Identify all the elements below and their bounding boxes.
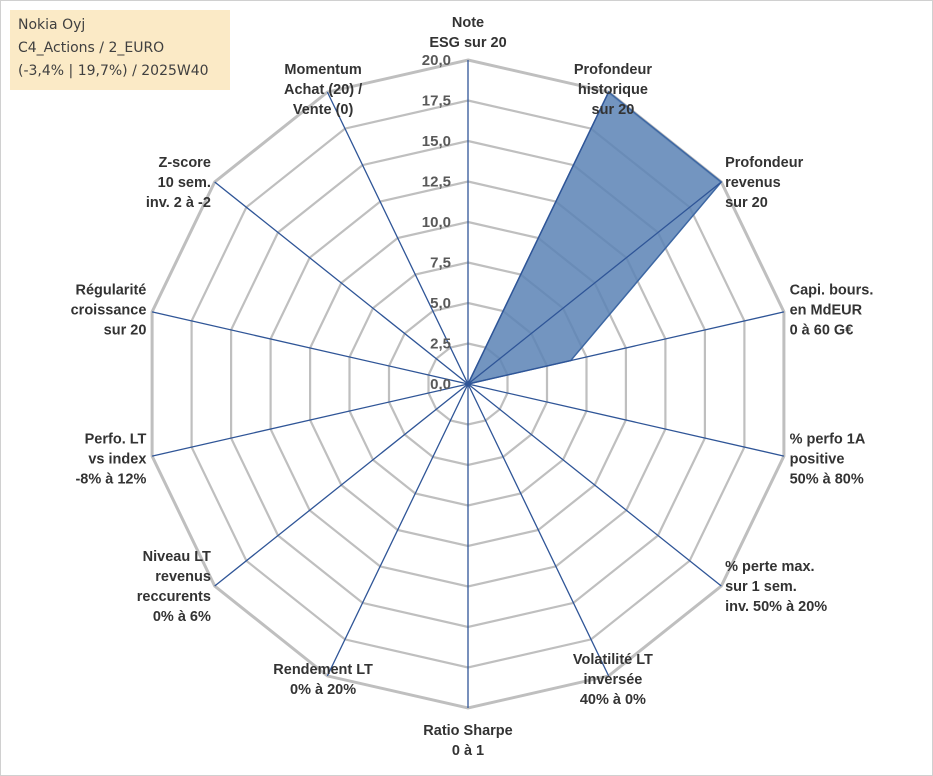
axis-label-8-line-1: 0% à 20% bbox=[290, 682, 356, 698]
axis-label-6-line-0: Volatilité LT bbox=[573, 652, 653, 668]
tick-label-2: 5,0 bbox=[430, 295, 451, 312]
axis-spoke-11 bbox=[151, 311, 469, 385]
axis-label-1-line-1: historique bbox=[578, 82, 648, 98]
axis-spoke-10 bbox=[151, 383, 469, 457]
tick-label-3: 7,5 bbox=[430, 255, 451, 272]
axis-label-2-line-2: sur 20 bbox=[725, 195, 768, 211]
axis-spoke-9 bbox=[214, 383, 469, 587]
axis-label-4: % perfo 1A positive 50% à 80% bbox=[790, 431, 866, 487]
axis-label-9-line-3: 0% à 6% bbox=[153, 609, 211, 625]
axis-label-3-line-1: en MdEUR bbox=[790, 303, 863, 319]
company-name: Nokia Oyj bbox=[18, 17, 86, 33]
category-label: C4_Actions / 2_EURO bbox=[18, 40, 165, 56]
axis-label-4-line-2: 50% à 80% bbox=[790, 471, 864, 487]
axis-label-13-line-0: Momentum bbox=[284, 62, 361, 78]
axis-label-12-line-2: inv. 2 à -2 bbox=[146, 195, 211, 211]
axis-spoke-12 bbox=[214, 181, 469, 385]
axis-label-3: Capi. bours. en MdEUR 0 à 60 G€ bbox=[790, 283, 874, 339]
tick-label-7: 17,5 bbox=[422, 93, 451, 110]
axis-label-7-line-1: 0 à 1 bbox=[452, 743, 484, 759]
tick-label-5: 12,5 bbox=[422, 174, 451, 191]
axis-label-6: Volatilité LT inversée 40% à 0% bbox=[573, 652, 653, 708]
tick-label-6: 15,0 bbox=[422, 133, 451, 150]
axis-label-9-line-0: Niveau LT bbox=[143, 549, 211, 565]
axis-label-4-line-1: positive bbox=[790, 451, 845, 467]
axis-spoke-4 bbox=[467, 383, 785, 457]
axis-label-5-line-1: sur 1 sem. bbox=[725, 579, 797, 595]
axis-label-13: Momentum Achat (20) / Vente (0) bbox=[284, 62, 362, 118]
axis-label-13-line-2: Vente (0) bbox=[293, 102, 354, 118]
axis-label-7-line-0: Ratio Sharpe bbox=[423, 723, 512, 739]
axis-label-11: Régularité croissance sur 20 bbox=[71, 283, 147, 339]
axis-label-13-line-1: Achat (20) / bbox=[284, 82, 362, 98]
axis-label-12-line-0: Z-score bbox=[159, 155, 211, 171]
axis-label-10-line-1: vs index bbox=[88, 451, 146, 467]
axis-spoke-1 bbox=[467, 91, 610, 385]
axis-label-2-line-0: Profondeur bbox=[725, 155, 803, 171]
axis-label-5: % perte max. sur 1 sem. inv. 50% à 20% bbox=[725, 559, 827, 615]
tick-label-1: 2,5 bbox=[430, 336, 451, 353]
axis-label-6-line-2: 40% à 0% bbox=[580, 692, 646, 708]
performance-summary: (-3,4% | 19,7%) / 2025W40 bbox=[18, 63, 209, 79]
axis-label-0-line-1: ESG sur 20 bbox=[429, 35, 506, 51]
axis-label-10-line-2: -8% à 12% bbox=[75, 471, 146, 487]
tick-label-4: 10,0 bbox=[422, 214, 451, 231]
axis-label-1-line-2: sur 20 bbox=[592, 102, 635, 118]
axis-label-12-line-1: 10 sem. bbox=[158, 175, 211, 191]
axis-label-5-line-0: % perte max. bbox=[725, 559, 814, 575]
series-area-0 bbox=[466, 90, 723, 386]
axis-label-9: Niveau LT revenus reccurents 0% à 6% bbox=[137, 549, 211, 625]
axis-label-8-line-0: Rendement LT bbox=[273, 662, 373, 678]
axis-label-5-line-2: inv. 50% à 20% bbox=[725, 599, 827, 615]
axis-label-12: Z-score 10 sem. inv. 2 à -2 bbox=[146, 155, 211, 211]
axis-spoke-3 bbox=[467, 311, 785, 385]
axis-label-0: Note ESG sur 20 bbox=[429, 15, 506, 51]
axis-label-7: Ratio Sharpe 0 à 1 bbox=[423, 723, 512, 759]
axis-label-6-line-1: inversée bbox=[583, 672, 642, 688]
axis-label-10: Perfo. LT vs index -8% à 12% bbox=[75, 431, 146, 487]
axis-label-3-line-2: 0 à 60 G€ bbox=[790, 323, 854, 339]
axis-label-9-line-1: revenus bbox=[155, 569, 211, 585]
axis-label-11-line-0: Régularité bbox=[75, 283, 146, 299]
axis-label-2: Profondeur revenus sur 20 bbox=[725, 155, 803, 211]
axis-label-9-line-2: reccurents bbox=[137, 589, 211, 605]
axis-label-0-line-0: Note bbox=[452, 15, 484, 31]
axis-spoke-2 bbox=[467, 181, 722, 385]
tick-label-0: 0,0 bbox=[430, 376, 451, 393]
axis-spoke-6 bbox=[467, 383, 610, 677]
axis-label-2-line-1: revenus bbox=[725, 175, 781, 191]
axis-label-4-line-0: % perfo 1A bbox=[790, 431, 866, 447]
info-box: Nokia Oyj C4_Actions / 2_EURO (-3,4% | 1… bbox=[10, 10, 230, 90]
axis-label-1-line-0: Profondeur bbox=[574, 62, 652, 78]
axis-label-3-line-0: Capi. bours. bbox=[790, 283, 874, 299]
axis-label-11-line-1: croissance bbox=[71, 303, 147, 319]
axis-spoke-8 bbox=[326, 383, 469, 677]
axis-spoke-5 bbox=[467, 383, 722, 587]
axis-label-11-line-2: sur 20 bbox=[104, 323, 147, 339]
axis-label-1: Profondeur historique sur 20 bbox=[574, 62, 652, 118]
axis-label-8: Rendement LT 0% à 20% bbox=[273, 662, 373, 698]
axis-spoke-13 bbox=[326, 91, 469, 385]
tick-label-8: 20,0 bbox=[422, 52, 451, 69]
axis-label-10-line-0: Perfo. LT bbox=[85, 431, 147, 447]
